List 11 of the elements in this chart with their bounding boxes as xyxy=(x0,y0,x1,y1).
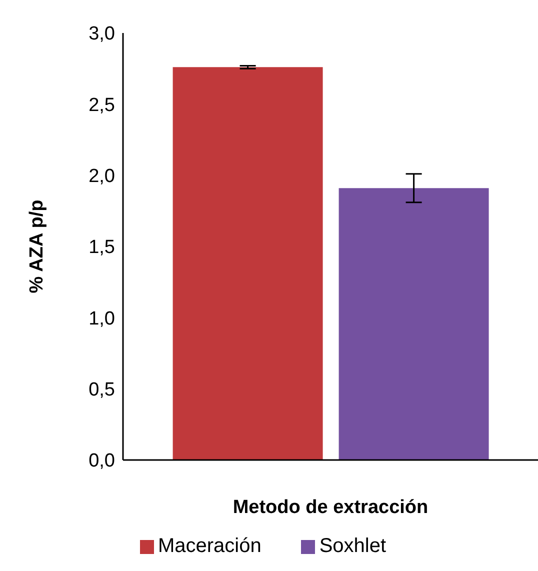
y-tick-label: 2,0 xyxy=(88,166,115,188)
y-axis-title: % AZA p/p xyxy=(26,200,48,294)
y-tick-label: 1,5 xyxy=(88,237,115,258)
x-axis-title: Metodo de extracción xyxy=(232,497,428,518)
y-tick-label: 1,0 xyxy=(88,308,115,330)
legend-label: Soxhlet xyxy=(319,535,386,557)
y-tick-label: 2,5 xyxy=(88,94,115,116)
y-tick-label: 0,0 xyxy=(88,450,115,472)
y-tick-label: 3,0 xyxy=(88,24,115,45)
legend-label: Maceración xyxy=(158,535,262,557)
y-tick-label: 0,5 xyxy=(88,380,115,401)
